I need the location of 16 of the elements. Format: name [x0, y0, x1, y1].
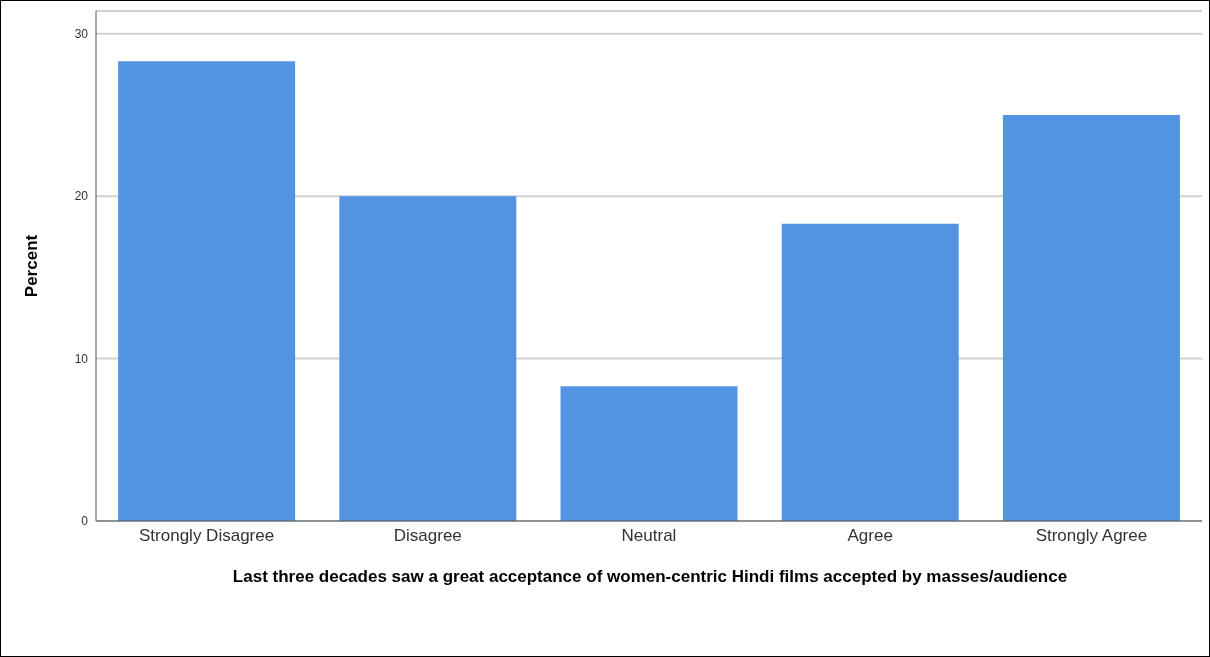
bar — [339, 196, 517, 521]
x-tick-label: Agree — [847, 526, 893, 546]
x-tick-label: Strongly Agree — [1035, 526, 1148, 546]
bar — [560, 386, 738, 521]
x-tick-label: Strongly Disagree — [139, 526, 275, 546]
bar — [1002, 114, 1180, 521]
x-tick-label: Neutral — [621, 526, 677, 546]
y-tick-label: 30 — [74, 27, 89, 41]
x-tick-label: Disagree — [393, 526, 462, 546]
x-axis-title: Last three decades saw a great acceptance of women-centric Hindi films accepted by masses/audience — [231, 567, 1069, 586]
bar — [781, 223, 959, 521]
bar — [118, 61, 296, 521]
y-tick-label: 10 — [74, 351, 89, 366]
y-tick-label: 0 — [81, 514, 89, 529]
y-axis-title: Percent — [22, 234, 42, 298]
y-tick-label: 20 — [74, 189, 89, 204]
